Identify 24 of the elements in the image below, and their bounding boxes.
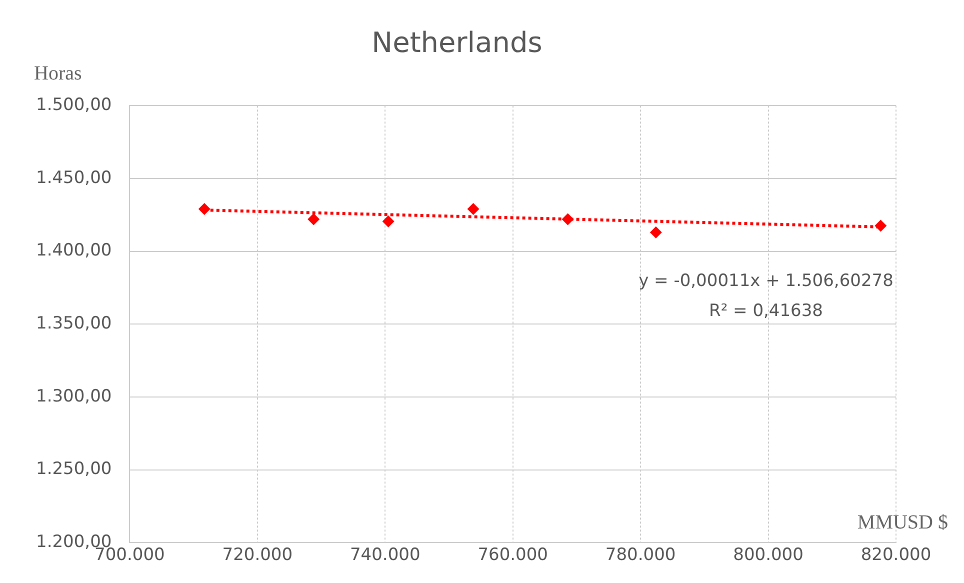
y-tick-label: 1.450,00 bbox=[36, 168, 112, 188]
x-tick-label: 780.000 bbox=[605, 545, 676, 566]
y-tick-label: 1.500,00 bbox=[36, 95, 112, 116]
x-tick-label: 720.000 bbox=[222, 545, 293, 566]
point bbox=[198, 203, 210, 216]
y-tick-label: 1.300,00 bbox=[36, 386, 112, 406]
x-axis-title: MMUSD $ bbox=[857, 512, 948, 534]
x-tick-label: 740.000 bbox=[350, 545, 420, 566]
point bbox=[382, 215, 394, 228]
point bbox=[467, 203, 480, 216]
annotation: y = -0,00011x + 1.506,60278 bbox=[638, 271, 894, 291]
point bbox=[650, 226, 662, 238]
point bbox=[562, 213, 574, 226]
chart-title: Netherlands bbox=[372, 26, 542, 60]
y-axis-title: Horas bbox=[34, 62, 82, 85]
y-tick-label: 1.250,00 bbox=[36, 459, 112, 480]
x-tick-label: 800.000 bbox=[733, 545, 804, 566]
x-tick-label: 760.000 bbox=[478, 545, 548, 566]
y-tick-label: 1.400,00 bbox=[36, 240, 112, 261]
x-tick-label: 820.000 bbox=[860, 545, 932, 566]
point bbox=[874, 220, 887, 232]
annotation: R² = 0,41638 bbox=[709, 301, 823, 321]
y-tick-label: 1.350,00 bbox=[36, 314, 112, 334]
point bbox=[308, 213, 320, 226]
